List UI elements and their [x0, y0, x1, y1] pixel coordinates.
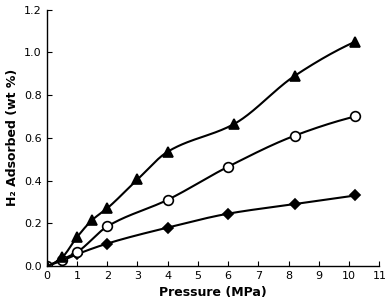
Y-axis label: H₂ Adsorbed (wt %): H₂ Adsorbed (wt %): [5, 69, 18, 206]
X-axis label: Pressure (MPa): Pressure (MPa): [159, 286, 267, 300]
